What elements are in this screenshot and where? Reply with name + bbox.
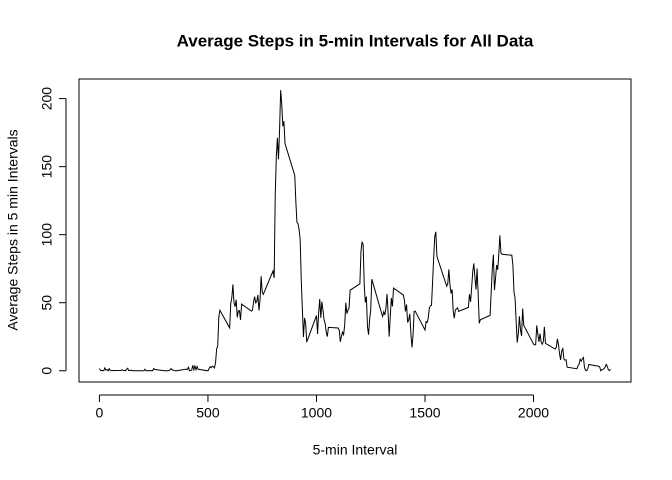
x-tick-label: 1000 (301, 405, 332, 421)
x-tick-label: 0 (96, 405, 104, 421)
y-tick-label: 0 (39, 367, 55, 375)
y-tick-label: 150 (39, 155, 55, 179)
plot-box (78, 78, 632, 383)
x-tick-label: 2000 (518, 405, 549, 421)
chart-title: Average Steps in 5-min Intervals for All… (177, 31, 534, 50)
y-tick-label: 100 (39, 223, 55, 247)
x-tick-label: 500 (196, 405, 220, 421)
data-line (99, 90, 611, 372)
y-tick-label: 50 (39, 295, 55, 311)
x-axis-label: 5-min Interval (313, 442, 398, 458)
y-axis-label: Average Steps in 5 min Intervals (5, 129, 21, 330)
y-tick-label: 200 (39, 87, 55, 111)
x-tick-label: 1500 (409, 405, 440, 421)
